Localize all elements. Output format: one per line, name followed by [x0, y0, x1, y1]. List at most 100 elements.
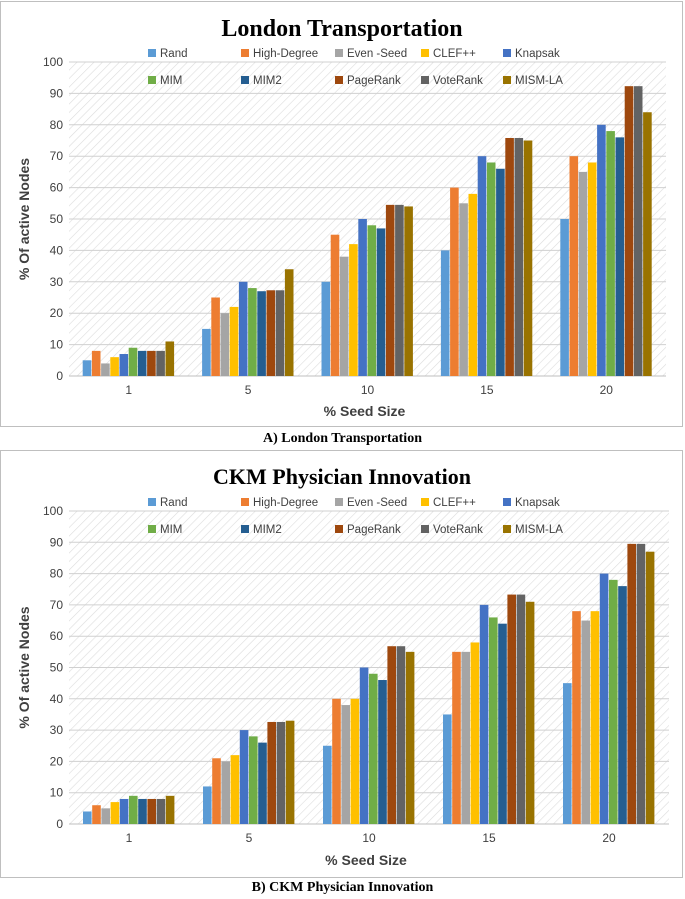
bar-high-degree-15: [452, 651, 461, 824]
bar-rand-15: [440, 250, 450, 376]
bar-high-degree-20: [569, 156, 579, 376]
legend-swatch: [148, 76, 156, 84]
y-tick-label: 20: [50, 306, 64, 320]
y-tick-label: 60: [50, 629, 64, 643]
x-tick-label: 15: [482, 831, 496, 845]
bar-mim2-5: [258, 742, 267, 824]
legend-label: MIM: [160, 75, 182, 87]
y-axis-label: % Of active Nodes: [16, 606, 32, 728]
bar-mim2-1: [138, 798, 147, 824]
legend-swatch: [421, 525, 429, 533]
bar-mim2-15: [496, 168, 505, 376]
bar-knapsak-5: [238, 281, 248, 376]
bar-even-seed-15: [459, 203, 468, 376]
caption-ckm: B) CKM Physician Innovation: [251, 880, 434, 895]
x-axis-label: % Seed Size: [324, 403, 406, 419]
legend-label: CLEF++: [433, 497, 476, 509]
legend-swatch: [335, 498, 343, 506]
bar-clef--10: [349, 244, 358, 376]
bar-mism-la-10: [405, 651, 415, 824]
bar-clef--1: [110, 802, 120, 824]
bar-pagerank-20: [627, 543, 636, 824]
legend-label: VoteRank: [433, 75, 483, 87]
y-tick-label: 20: [50, 754, 64, 768]
bar-voterank-15: [516, 594, 526, 824]
bar-mism-la-10: [404, 206, 413, 376]
bar-mim2-20: [615, 137, 625, 376]
bar-high-degree-1: [92, 805, 101, 824]
bar-high-degree-5: [211, 297, 220, 376]
bar-pagerank-20: [624, 86, 634, 376]
legend-swatch: [421, 498, 429, 506]
y-tick-label: 80: [50, 567, 64, 581]
legend-label: MIM: [160, 524, 182, 536]
legend-label: Even -Seed: [347, 48, 407, 60]
y-tick-label: 70: [50, 149, 64, 163]
bar-rand-20: [563, 683, 572, 824]
chart-panel-london: 0 10 20 30 40 50 60 70 80 90 100 1 5 10 15 20 London Tra…: [0, 1, 683, 427]
bar-even-seed-5: [220, 313, 230, 376]
x-tick-label: 10: [361, 383, 375, 397]
y-tick-label: 40: [50, 243, 64, 257]
bar-mism-la-20: [643, 112, 652, 377]
bar-even-seed-20: [581, 620, 590, 824]
bar-rand-1: [83, 811, 92, 824]
legend-swatch: [335, 525, 343, 533]
bar-mim2-10: [378, 680, 387, 824]
y-tick-label: 30: [50, 723, 64, 737]
legend-label: VoteRank: [433, 524, 483, 536]
bar-clef--20: [587, 162, 597, 376]
bar-mim2-10: [376, 228, 386, 376]
bar-knapsak-10: [359, 667, 369, 824]
legend-label: MISM-LA: [515, 524, 563, 536]
bar-mim2-5: [257, 291, 266, 376]
bar-high-degree-10: [330, 234, 340, 376]
bar-knapsak-1: [119, 798, 129, 824]
y-tick-label: 30: [50, 275, 64, 289]
bar-pagerank-10: [387, 646, 396, 824]
y-tick-label: 0: [56, 369, 63, 383]
bar-rand-5: [202, 328, 211, 376]
bar-mism-la-15: [523, 140, 533, 376]
bar-mim-5: [249, 736, 258, 824]
bar-rand-20: [560, 219, 569, 376]
y-tick-label: 0: [56, 817, 63, 831]
legend-swatch: [241, 76, 249, 84]
bar-high-degree-5: [212, 758, 221, 824]
bar-clef--10: [350, 698, 360, 824]
bar-voterank-5: [276, 721, 286, 824]
bar-voterank-10: [395, 204, 404, 376]
bar-pagerank-10: [385, 204, 395, 376]
x-tick-label: 5: [246, 831, 253, 845]
bar-mism-la-1: [165, 795, 175, 824]
x-tick-label: 5: [245, 383, 252, 397]
caption-london: A) London Transportation: [263, 431, 422, 446]
y-tick-label: 10: [50, 338, 64, 352]
y-axis-label: % Of active Nodes: [16, 158, 32, 280]
legend-label: Even -Seed: [347, 497, 407, 509]
bar-voterank-20: [633, 86, 643, 376]
legend-swatch: [241, 525, 249, 533]
x-tick-label: 20: [602, 831, 616, 845]
bar-mim-5: [248, 288, 257, 376]
bar-mism-la-1: [165, 341, 175, 376]
bar-pagerank-5: [266, 290, 276, 376]
legend-label: Knapsak: [515, 48, 560, 60]
y-tick-label: 40: [50, 692, 64, 706]
chart-title: CKM Physician Innovation: [213, 464, 471, 489]
bar-even-seed-20: [578, 171, 588, 376]
bar-mism-la-5: [285, 720, 295, 824]
bar-high-degree-15: [450, 187, 459, 376]
legend-label: Rand: [160, 48, 188, 60]
y-tick-label: 60: [50, 181, 64, 195]
y-tick-label: 80: [50, 118, 64, 132]
bar-knapsak-20: [599, 573, 609, 824]
y-tick-label: 100: [43, 55, 63, 69]
y-tick-label: 10: [50, 786, 64, 800]
bar-mim-10: [367, 225, 377, 376]
bar-rand-10: [321, 281, 331, 376]
x-axis-label: % Seed Size: [325, 852, 407, 868]
bar-rand-15: [443, 714, 452, 824]
x-tick-label: 10: [362, 831, 376, 845]
